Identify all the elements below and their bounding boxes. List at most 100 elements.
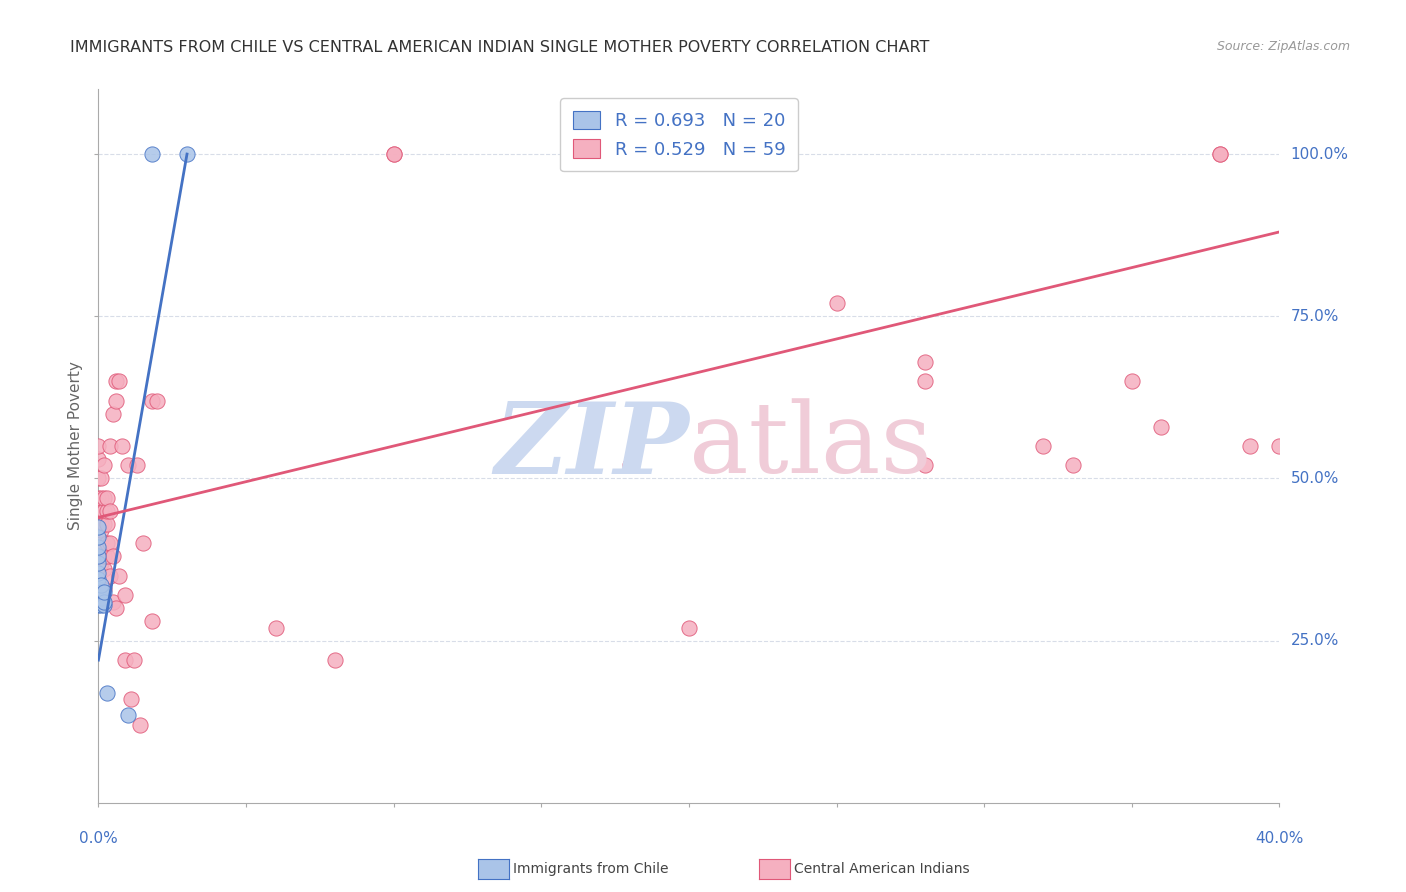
Point <box>93 582 115 596</box>
Point <box>914 374 936 388</box>
Point <box>87 540 110 554</box>
Point <box>98 504 121 518</box>
Point <box>96 536 118 550</box>
Point <box>87 520 110 534</box>
Point <box>1209 147 1232 161</box>
Point <box>93 585 115 599</box>
Point <box>90 585 112 599</box>
Point <box>114 653 136 667</box>
Point <box>93 504 115 518</box>
Point <box>103 407 125 421</box>
Point <box>87 491 110 505</box>
Point <box>96 504 118 518</box>
Point <box>93 516 115 531</box>
Text: Immigrants from Chile: Immigrants from Chile <box>513 862 669 876</box>
Point <box>93 595 115 609</box>
Point <box>90 598 112 612</box>
Text: IMMIGRANTS FROM CHILE VS CENTRAL AMERICAN INDIAN SINGLE MOTHER POVERTY CORRELATI: IMMIGRANTS FROM CHILE VS CENTRAL AMERICA… <box>70 40 929 55</box>
Point <box>96 516 118 531</box>
Point <box>87 582 110 596</box>
Point <box>122 653 145 667</box>
Point <box>90 591 112 606</box>
Text: atlas: atlas <box>689 398 932 494</box>
Point <box>90 491 112 505</box>
Text: 100.0%: 100.0% <box>1291 146 1348 161</box>
Point <box>914 354 936 368</box>
Point <box>114 588 136 602</box>
Text: Source: ZipAtlas.com: Source: ZipAtlas.com <box>1216 40 1350 54</box>
Point <box>87 439 110 453</box>
Point <box>90 471 112 485</box>
Point <box>1121 374 1143 388</box>
Point <box>1209 147 1232 161</box>
Point <box>87 471 110 485</box>
Point <box>90 556 112 570</box>
Point <box>96 549 118 564</box>
Point <box>176 147 198 161</box>
Point <box>141 147 163 161</box>
Point <box>105 601 128 615</box>
Point <box>96 685 118 699</box>
Point <box>98 536 121 550</box>
Point <box>825 296 848 310</box>
Point <box>117 458 139 473</box>
Point <box>1239 439 1261 453</box>
Point <box>103 595 125 609</box>
Point <box>90 504 112 518</box>
Point <box>619 458 641 473</box>
Point <box>108 568 131 582</box>
Point <box>128 718 150 732</box>
Point <box>87 510 110 524</box>
Point <box>117 708 139 723</box>
Point <box>141 614 163 628</box>
Point <box>111 439 134 453</box>
Text: 50.0%: 50.0% <box>1291 471 1339 486</box>
Point <box>87 497 110 511</box>
Point <box>1032 439 1054 453</box>
Point <box>98 439 121 453</box>
Text: 25.0%: 25.0% <box>1291 633 1339 648</box>
Point <box>98 568 121 582</box>
Point <box>141 393 163 408</box>
Point <box>132 536 155 550</box>
Text: 0.0%: 0.0% <box>79 830 118 846</box>
Point <box>93 598 115 612</box>
Point <box>87 598 110 612</box>
Point <box>87 556 110 570</box>
Point <box>105 393 128 408</box>
Point <box>96 491 118 505</box>
Text: ZIP: ZIP <box>494 398 689 494</box>
Text: 75.0%: 75.0% <box>1291 309 1339 324</box>
Point <box>103 549 125 564</box>
Point <box>382 147 405 161</box>
Point <box>264 621 287 635</box>
Point <box>108 374 131 388</box>
Point <box>105 374 128 388</box>
Point <box>87 566 110 580</box>
Point <box>90 578 112 592</box>
Text: 40.0%: 40.0% <box>1256 830 1303 846</box>
Point <box>678 621 700 635</box>
Point <box>90 516 112 531</box>
Point <box>93 458 115 473</box>
Point <box>87 572 110 586</box>
Point <box>382 147 405 161</box>
Point <box>146 393 169 408</box>
Point <box>323 653 346 667</box>
Legend: R = 0.693   N = 20, R = 0.529   N = 59: R = 0.693 N = 20, R = 0.529 N = 59 <box>561 98 799 171</box>
Point <box>90 524 112 538</box>
Point <box>93 562 115 576</box>
Point <box>1150 419 1173 434</box>
Point <box>1062 458 1084 473</box>
Text: Central American Indians: Central American Indians <box>794 862 970 876</box>
Point <box>87 549 110 564</box>
Point <box>90 536 112 550</box>
Point <box>120 692 142 706</box>
Point <box>93 549 115 564</box>
Point <box>125 458 148 473</box>
Point <box>87 452 110 467</box>
Point <box>93 491 115 505</box>
Point <box>914 458 936 473</box>
Y-axis label: Single Mother Poverty: Single Mother Poverty <box>67 361 83 531</box>
Point <box>87 530 110 544</box>
